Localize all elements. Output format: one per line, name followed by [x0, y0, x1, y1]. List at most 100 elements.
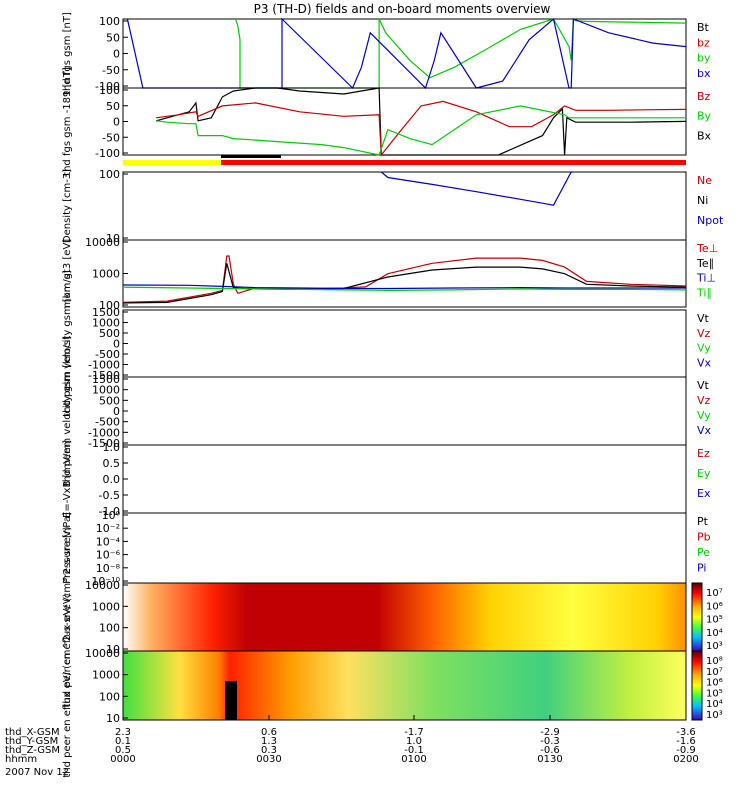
mode-bar-burst	[221, 155, 281, 158]
series-Ti⊥	[122, 284, 686, 290]
y-tick-label: -100	[95, 147, 120, 160]
x-axis-row-label: thd_Z-GSM	[5, 745, 60, 756]
panel-fgs: 100 50 0 -50 -100 thd fgs gsm [nT] Bt bz by bx	[62, 12, 711, 95]
y-axis-label: thd peir en eflux eV/ (cm^2-s-sr-eV)	[62, 526, 73, 707]
y-tick-label: 1500	[92, 306, 120, 319]
colorbar-tick-label: 10⁵	[706, 615, 723, 626]
y-axis-label: mom gt3 [eV]	[62, 239, 73, 308]
legend-entry: by	[697, 52, 711, 65]
x-axis-value: 0030	[256, 754, 281, 765]
panel-temperature: 10000 1000 100 mom gt3 [eV] Te⊥ Te∥ Ti⊥Ti∥	[62, 236, 718, 312]
plot-title: P3 (TH-D) fields and on-board moments ov…	[254, 2, 551, 16]
legend-entry: Ez	[697, 447, 710, 460]
y-tick-label: 10⁻⁸	[96, 562, 121, 575]
colorbar-tick-label: 10⁸	[706, 656, 723, 667]
legend-entry: Ne	[697, 174, 712, 187]
x-axis-value: 0.6	[261, 727, 277, 738]
panel-frame	[122, 171, 687, 241]
legend-entry: Te∥	[696, 257, 714, 270]
legend-entry: Ti∥	[696, 286, 712, 299]
y-tick-label: -50	[102, 64, 120, 77]
y-axis-label: thd fgs gsm [nT]	[62, 12, 73, 95]
legend-entry: Vx	[697, 424, 712, 437]
spectrogram-image	[123, 583, 686, 651]
legend-entry: Bx	[697, 129, 712, 142]
x-axis-value: 2.3	[115, 727, 131, 738]
legend-entry: bx	[697, 67, 711, 80]
y-tick-label: 50	[106, 31, 120, 44]
panel-frame	[122, 309, 687, 378]
colorbar-tick-label: 10⁷	[706, 667, 723, 678]
legend-entry: Te⊥	[696, 242, 718, 255]
x-axis-value: 0.5	[115, 745, 131, 756]
y-axis-label: thd peer en eflux eV/ (cm^2-s-sr-eV)	[62, 593, 73, 777]
y-tick-label: 0.0	[103, 473, 121, 486]
y-tick-label: -1500	[88, 437, 120, 450]
legend-entry: Vx	[697, 356, 712, 369]
y-tick-label: -500	[95, 348, 120, 361]
y-axis-label: thd fgs gsm -189 [nT]	[62, 67, 73, 176]
y-tick-label: 10	[106, 643, 120, 656]
legend-entry: Npot	[697, 214, 724, 227]
y-tick-label: 100	[99, 690, 120, 703]
series-Te∥	[122, 263, 687, 304]
y-tick-label: 10⁻⁶	[96, 549, 121, 562]
series-Bz	[156, 100, 687, 157]
spectrogram-image	[123, 651, 686, 720]
y-tick-label: 10⁻⁴	[96, 535, 121, 548]
y-tick-label: 0.5	[103, 457, 121, 470]
x-axis-value: 1.0	[406, 736, 422, 747]
y-tick-label: 500	[99, 327, 120, 340]
y-tick-label: 10000	[85, 236, 120, 249]
x-axis-row-label: thd_X-GSM	[5, 727, 60, 738]
y-axis-label: E=-VxB [mV/m]	[62, 440, 73, 518]
y-tick-label: 1.0	[103, 441, 121, 454]
x-axis-value: 0.1	[115, 736, 131, 747]
y-tick-label: 10	[106, 712, 120, 725]
legend-entry: bz	[697, 36, 710, 49]
y-tick-label: 100	[99, 84, 120, 97]
legend-entry: Bt	[697, 21, 710, 34]
y-tick-label: 100	[99, 15, 120, 28]
x-axis-value: -0.3	[540, 736, 560, 747]
panel-fgs-dsl: 100 50 0 -50 -100 thd fgs gsm -189 [nT] Bz By Bx	[62, 67, 712, 176]
y-tick-label: 10000	[85, 647, 120, 660]
y-tick-label: 10	[106, 232, 120, 245]
y-tick-label: 100	[99, 622, 120, 635]
legend-entry: Ex	[697, 487, 711, 500]
mode-bar-slow	[123, 160, 221, 165]
x-axis-value: 1.3	[261, 736, 277, 747]
panel-frame	[122, 444, 687, 514]
legend-entry: Vz	[697, 327, 711, 340]
x-axis-value: 0000	[110, 754, 135, 765]
y-tick-label: -1.0	[99, 505, 120, 518]
legend-entry: Pb	[697, 531, 711, 544]
legend-entry: Vy	[697, 342, 711, 355]
y-tick-label: 1000	[92, 669, 120, 682]
x-axis-value: -0.9	[676, 745, 696, 756]
mode-bar	[123, 155, 686, 165]
y-tick-label: -1000	[88, 359, 120, 372]
legend-entry: Pi	[697, 562, 706, 575]
colorbar-tick-label: 10⁴	[706, 628, 723, 639]
y-tick-label: 100	[99, 168, 120, 181]
series-By	[156, 105, 686, 156]
colorbar-tick-label: 10⁶	[706, 601, 723, 612]
series-by	[235, 17, 687, 89]
legend-entry: Vy	[697, 409, 711, 422]
panel-frame	[122, 650, 687, 721]
y-tick-label: 10⁰	[102, 509, 121, 522]
colorbar-tick-label: 10³	[706, 710, 723, 721]
x-axis-value: 0.3	[261, 745, 277, 756]
x-axis-value: 0100	[401, 754, 426, 765]
x-axis-value: -0.6	[540, 745, 560, 756]
y-tick-label: -100	[95, 80, 120, 93]
y-tick-label: 0	[113, 116, 120, 129]
panel-frame	[122, 87, 687, 156]
legend-entry: Vz	[697, 394, 711, 407]
legend-entry: Vt	[697, 312, 710, 325]
x-axis-value: -0.1	[404, 745, 424, 756]
x-axis-value: -2.9	[540, 727, 560, 738]
